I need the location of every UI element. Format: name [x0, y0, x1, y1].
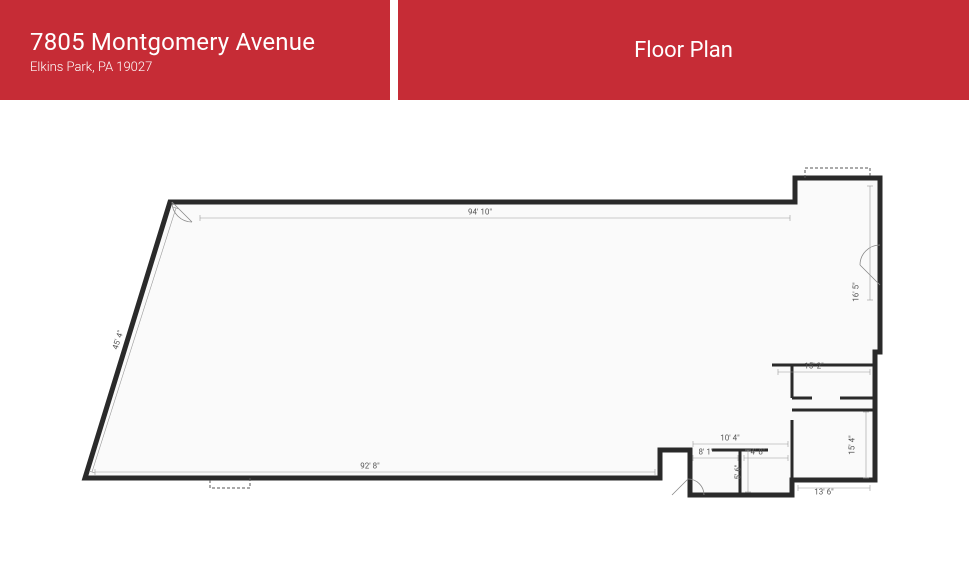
- dimension-label: 5' 6": [734, 465, 743, 480]
- header-right-panel: Floor Plan: [398, 0, 969, 100]
- dimension-label: 4' 8": [751, 448, 766, 457]
- header: 7805 Montgomery Avenue Elkins Park, PA 1…: [0, 0, 969, 100]
- property-city: Elkins Park, PA 19027: [30, 60, 360, 75]
- property-address: 7805 Montgomery Avenue: [30, 28, 360, 56]
- dimension-label: 92' 8": [360, 462, 379, 471]
- floorplan-canvas: 94' 10"92' 8"45' 4"16' 5"15' 2"15' 4"13'…: [0, 100, 969, 588]
- dimension-label: 94' 10": [468, 208, 492, 217]
- dimension-label: 15' 2": [804, 362, 823, 371]
- dimension-label: 8' 1": [699, 448, 714, 457]
- dimension-label: 15' 4": [848, 435, 857, 454]
- header-left-panel: 7805 Montgomery Avenue Elkins Park, PA 1…: [0, 0, 390, 100]
- dimension-label: 16' 5": [852, 282, 861, 301]
- floorplan-svg: [0, 100, 969, 588]
- page-title: Floor Plan: [634, 38, 733, 63]
- dimension-label: 10' 4": [720, 434, 739, 443]
- header-divider: [390, 0, 398, 100]
- dimension-label: 13' 6": [814, 488, 833, 497]
